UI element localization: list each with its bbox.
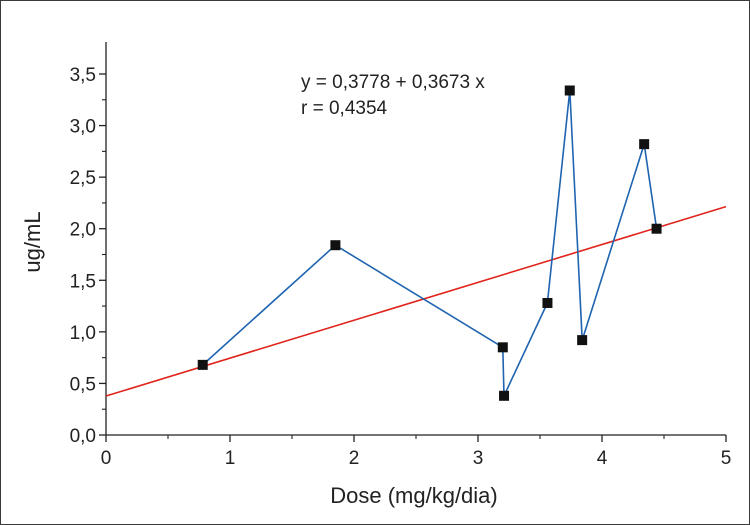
- data-point: [651, 223, 662, 234]
- series-line: [202, 90, 658, 397]
- data-point: [330, 240, 341, 251]
- correlation-coefficient: r = 0,4354: [301, 98, 388, 119]
- series-layer: [197, 85, 662, 401]
- data-point: [639, 139, 650, 150]
- regression-equation: y = 0,3778 + 0,3673 x: [301, 72, 485, 93]
- x-tick-label: 2: [349, 448, 360, 469]
- y-tick-label: 3,0: [70, 117, 96, 138]
- x-tick-label: 4: [597, 448, 608, 469]
- x-tick-label: 1: [225, 448, 236, 469]
- x-tick-label: 0: [101, 448, 112, 469]
- y-tick-label: 3,5: [70, 65, 96, 86]
- axes: 0,0 0,5 1,0 1,5 2,0 2,5 3,0 3,5 0 1 2 3 4 5: [70, 42, 732, 469]
- y-axis-title: ug/mL: [20, 211, 45, 272]
- regression-line: [105, 205, 727, 397]
- y-tick-label: 0,5: [70, 374, 96, 395]
- y-tick-label: 1,5: [70, 271, 96, 292]
- x-tick-label: 5: [721, 448, 732, 469]
- y-tick-label: 2,0: [70, 220, 96, 241]
- data-point: [564, 85, 575, 96]
- data-point: [499, 390, 510, 401]
- y-tick-label: 2,5: [70, 168, 96, 189]
- y-tick-label: 1,0: [70, 323, 96, 344]
- x-tick-label: 3: [473, 448, 484, 469]
- data-point: [542, 297, 553, 308]
- data-point: [497, 342, 508, 353]
- data-point: [577, 335, 588, 346]
- x-axis-title: Dose (mg/kg/dia): [330, 483, 498, 508]
- y-tick-label: 0,0: [70, 426, 96, 447]
- data-point: [197, 359, 208, 370]
- regression-layer: [105, 205, 727, 397]
